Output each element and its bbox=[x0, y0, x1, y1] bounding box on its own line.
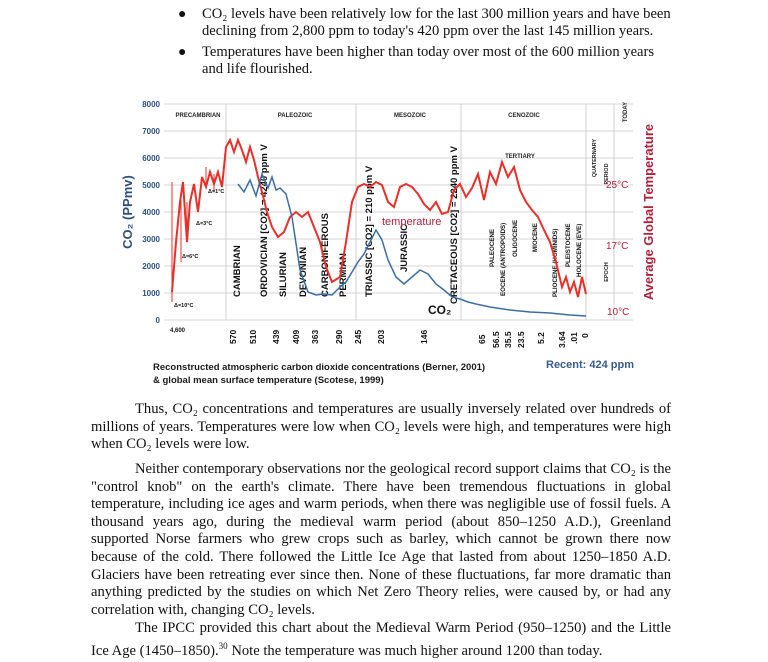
paragraph-text: Thus, CO₂ concentrations and temperature… bbox=[91, 401, 671, 453]
x-tick: 3.64 bbox=[557, 331, 567, 348]
x-tick: 5.2 bbox=[536, 332, 546, 344]
y-tick: 4000 bbox=[142, 208, 160, 217]
x-tick: 35.5 bbox=[503, 331, 513, 348]
x-tick: 290 bbox=[334, 330, 344, 344]
bullet-dot: ● bbox=[178, 45, 187, 60]
paragraph-text: Neither contemporary observations nor th… bbox=[91, 461, 671, 618]
y-tick: 5000 bbox=[142, 181, 160, 190]
quaternary-label: QUATERNARY bbox=[592, 139, 598, 178]
caption-line: & global mean surface temperature (Scote… bbox=[153, 374, 384, 386]
bullet-dot: ● bbox=[178, 7, 187, 22]
co2-temperature-figure: 8000 7000 6000 5000 4000 3000 2000 1000 … bbox=[120, 100, 656, 348]
period-label: CRETACEOUS [CO2] = 2240 ppm V bbox=[449, 145, 460, 304]
y-tick: 0 bbox=[156, 316, 161, 325]
y-tick: 2000 bbox=[142, 262, 160, 271]
period-label: PERMIAN bbox=[338, 253, 349, 297]
temp-tick: 10°C bbox=[607, 307, 629, 318]
bullet-item: ● Temperatures have been higher than toda… bbox=[176, 44, 676, 78]
period-label: CAMBRIAN bbox=[232, 245, 243, 297]
y-tick: 7000 bbox=[142, 127, 160, 136]
footnote-ref[interactable]: 30 bbox=[218, 640, 228, 651]
paragraph-text: The IPCC provided this chart about the M… bbox=[91, 620, 671, 659]
x-tick: 56.5 bbox=[491, 331, 501, 348]
x-tick: 510 bbox=[248, 330, 258, 344]
delta-label: Δ=3°C bbox=[196, 221, 212, 227]
y-axis-label: CO₂ (PPmv) bbox=[120, 175, 135, 249]
x-tick: 146 bbox=[419, 330, 429, 344]
paragraph: The IPCC provided this chart about the M… bbox=[91, 620, 671, 660]
period-label: TRIASSIC [CO2] = 210 ppm V bbox=[364, 165, 375, 297]
x-tick: 439 bbox=[271, 330, 281, 344]
caption-line: Reconstructed atmospheric carbon dioxide… bbox=[153, 362, 486, 373]
co2-curve bbox=[237, 171, 587, 317]
era-label: TODAY bbox=[623, 102, 629, 122]
era-label: PRECAMBRIAN bbox=[176, 113, 221, 119]
period-label: ORDOVICIAN [CO2] = 4240 ppm V bbox=[259, 144, 270, 297]
epoch-label: HOLOCENE (EVE) bbox=[576, 224, 583, 277]
x-tick: 0 bbox=[580, 333, 590, 338]
y-tick: 8000 bbox=[142, 100, 160, 109]
x-tick: 203 bbox=[376, 330, 386, 344]
epoch-label: PLEISTOCENE bbox=[565, 223, 572, 267]
right-axis-label: Average Global Temperature bbox=[641, 124, 656, 300]
temp-tick: 25°C bbox=[606, 180, 628, 191]
x-tick: 23.5 bbox=[516, 331, 526, 348]
epoch-label: MIOCENE bbox=[532, 223, 539, 252]
period-header: PERIOD bbox=[604, 163, 610, 184]
x-tick: 65 bbox=[477, 334, 487, 344]
y-tick: 6000 bbox=[142, 154, 160, 163]
bullet-list: ● CO₂ levels have been relatively low for… bbox=[176, 6, 676, 82]
x-tick: 570 bbox=[228, 330, 238, 344]
bullet-item: ● CO₂ levels have been relatively low for… bbox=[176, 6, 676, 40]
period-label: JURASSIC bbox=[399, 224, 410, 272]
epoch-label: PALEOCENE bbox=[489, 229, 496, 267]
period-label: SILURIAN bbox=[278, 252, 289, 297]
x-tick: 4,600 bbox=[170, 328, 186, 334]
y-tick: 3000 bbox=[142, 235, 160, 244]
paragraph: Thus, CO₂ concentrations and temperature… bbox=[91, 401, 671, 454]
paragraph: Neither contemporary observations nor th… bbox=[91, 461, 671, 619]
period-label: DEVONIAN bbox=[298, 247, 309, 297]
paragraph-text: Note the temperature was much higher aro… bbox=[227, 642, 603, 659]
era-label: CENOZOIC bbox=[508, 113, 540, 119]
bullet-text: CO₂ levels have been relatively low for … bbox=[202, 6, 671, 39]
grid bbox=[164, 103, 633, 321]
figure-caption: Reconstructed atmospheric carbon dioxide… bbox=[153, 362, 485, 387]
era-label: PALEOZOIC bbox=[278, 113, 313, 119]
x-tick: 363 bbox=[310, 330, 320, 344]
temp-tick: 17°C bbox=[606, 241, 628, 252]
x-tick: 409 bbox=[291, 330, 301, 344]
temperature-curve bbox=[171, 137, 587, 298]
epoch-label: EOCENE (ANTROPOIDS) bbox=[500, 223, 507, 296]
temperature-label: temperature bbox=[382, 216, 441, 228]
epoch-header: EPOCH bbox=[604, 262, 610, 282]
y-tick: 1000 bbox=[142, 289, 160, 298]
bullet-text: Temperatures have been higher than today… bbox=[202, 44, 655, 77]
period-dividers bbox=[225, 104, 615, 320]
period-label: CARBONIFEROUS bbox=[320, 213, 331, 297]
x-tick: 245 bbox=[353, 330, 363, 344]
epoch-label: OLIGOCENE bbox=[512, 220, 519, 257]
co2-label: CO₂ bbox=[428, 303, 451, 317]
delta-label: Δ=10°C bbox=[174, 303, 193, 309]
recent-co2-note: Recent: 424 ppm bbox=[546, 359, 635, 371]
era-label: MESOZOIC bbox=[394, 113, 427, 119]
delta-label: Δ=1°C bbox=[208, 189, 224, 195]
x-tick: .01 bbox=[569, 332, 579, 344]
delta-label: Δ=6°C bbox=[182, 254, 198, 260]
tertiary-label: TERTIARY bbox=[505, 154, 535, 160]
